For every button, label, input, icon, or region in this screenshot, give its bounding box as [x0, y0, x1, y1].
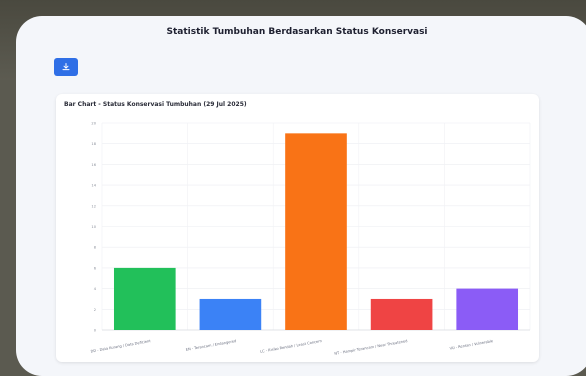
y-tick-label: 6 [94, 266, 97, 270]
chart-title: Bar Chart - Status Konservasi Tumbuhan (… [64, 101, 247, 108]
x-tick-label: NT - Hampir Terancam / Near Threatened [334, 339, 408, 356]
y-tick-label: 8 [94, 246, 97, 250]
y-tick-label: 12 [91, 204, 96, 208]
download-icon [62, 63, 70, 71]
download-button[interactable] [54, 58, 78, 76]
x-tick-label: LC - Risiko Rendah / Least Concern [260, 339, 322, 354]
bar-1 [113, 267, 176, 330]
bar-2 [199, 298, 262, 330]
bar-5 [456, 288, 519, 330]
y-tick-label: 4 [94, 287, 97, 291]
x-tick-label: VU - Rentan / Vulnerable [449, 339, 494, 351]
page-title: Statistik Tumbuhan Berdasarkan Status Ko… [166, 27, 428, 37]
y-tick-label: 14 [91, 184, 96, 188]
y-tick-label: 16 [91, 163, 96, 167]
y-tick-label: 0 [94, 329, 97, 333]
y-tick-label: 2 [94, 308, 96, 312]
bar-4 [370, 298, 433, 330]
bar-3 [285, 133, 347, 330]
y-tick-label: 10 [91, 225, 96, 229]
x-tick-label: DD - Data Kurang / Data Deficient [90, 339, 151, 354]
x-tick-label: EN - Terancam / Endangered [185, 339, 236, 352]
bar-chart: 0 2 4 6 8 10 12 14 16 18 20 DD - Data Kurang / Data… [90, 122, 531, 356]
y-tick-label: 18 [91, 142, 96, 146]
y-tick-label: 20 [91, 122, 96, 126]
